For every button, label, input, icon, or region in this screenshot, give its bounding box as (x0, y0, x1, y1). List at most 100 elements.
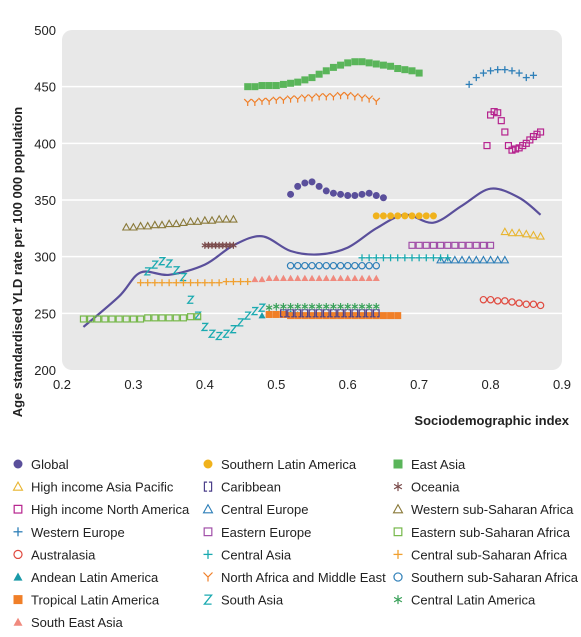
data-point (514, 228, 524, 237)
data-point (187, 279, 195, 287)
data-point (265, 304, 273, 312)
data-point (372, 97, 381, 105)
data-point (272, 82, 280, 90)
series-global (287, 178, 387, 202)
data-point (250, 98, 259, 107)
data-point (186, 313, 195, 321)
data-point (500, 255, 510, 264)
data-point (308, 261, 316, 270)
data-point (129, 315, 138, 323)
legend-marker (393, 527, 403, 537)
data-point (171, 219, 181, 228)
data-point (322, 92, 331, 101)
data-point (178, 218, 188, 227)
x-axis-title: Sociodemographic index (414, 413, 569, 428)
data-point (294, 312, 302, 320)
data-point (536, 128, 545, 136)
series-east-asia (244, 58, 423, 91)
data-point (337, 309, 344, 318)
data-point (358, 190, 366, 198)
data-point (308, 309, 316, 318)
data-point (279, 274, 287, 281)
data-point (486, 255, 496, 264)
legend-label: Eastern sub-Saharan Africa (411, 525, 571, 540)
data-point (294, 182, 302, 190)
trend-line (82, 187, 542, 328)
data-point (487, 67, 495, 75)
legend-marker (12, 480, 24, 491)
data-point (257, 303, 267, 312)
data-point (322, 274, 330, 281)
legend-label: South Asia (221, 593, 284, 608)
data-point (529, 71, 537, 79)
legend-marker (203, 549, 213, 559)
legend-item: Global (13, 457, 69, 472)
series-south-asia (143, 257, 267, 341)
data-point (508, 67, 516, 75)
data-point (472, 74, 480, 82)
data-point (365, 59, 373, 67)
data-point (493, 255, 503, 264)
data-point (86, 315, 95, 323)
legend-item: Central Asia (203, 547, 292, 562)
data-point (194, 279, 202, 287)
data-point (272, 310, 280, 318)
data-point (265, 97, 274, 105)
data-point (215, 279, 223, 287)
series-australasia (479, 295, 545, 310)
series-eastern-sub-saharan-africa (79, 313, 202, 323)
legend-item: Southern Latin America (203, 457, 357, 472)
data-point (379, 254, 387, 262)
data-point (358, 274, 366, 281)
data-point (329, 92, 338, 101)
data-point (465, 80, 473, 88)
series-high-income-north-america (483, 108, 545, 154)
data-point (501, 128, 509, 136)
data-point (401, 212, 409, 220)
data-point (244, 278, 252, 286)
data-point (372, 191, 380, 199)
data-point (243, 311, 252, 320)
data-point (336, 91, 345, 100)
x-tick-label: 0.3 (124, 377, 142, 392)
data-point (315, 70, 323, 78)
legend-item: Southern sub-Saharan Africa (393, 570, 579, 585)
data-point (308, 312, 316, 320)
data-point (294, 303, 302, 311)
data-point (315, 309, 323, 318)
data-point (344, 303, 352, 311)
data-point (358, 58, 366, 66)
data-point (501, 66, 509, 74)
data-point (280, 303, 287, 311)
data-point (172, 314, 180, 322)
data-point (144, 314, 152, 322)
data-point (172, 266, 181, 275)
series-southern-sub-saharan-africa (286, 261, 381, 270)
legend-marker (393, 595, 403, 605)
data-point (508, 298, 516, 306)
data-point (151, 279, 159, 287)
legend-item: Eastern Europe (203, 525, 311, 540)
data-point (243, 98, 252, 107)
data-point (79, 315, 88, 323)
data-point (372, 261, 381, 270)
data-point (150, 220, 160, 229)
data-point (308, 274, 316, 281)
x-tick-label: 0.9 (553, 377, 571, 392)
data-point (365, 261, 373, 270)
data-point (372, 309, 380, 318)
data-point (294, 78, 302, 86)
legend-marker (13, 572, 23, 581)
series-oceania (201, 241, 237, 249)
data-point (522, 74, 530, 82)
data-point (258, 82, 266, 90)
y-tick-labels: 200 250 300 350 400 450 500 (34, 23, 56, 378)
series-southern-latin-america (372, 212, 437, 220)
data-point (494, 66, 502, 74)
legend-label: High income North America (31, 502, 190, 517)
y-tick-label: 400 (34, 136, 56, 151)
series-south-east-asia (251, 274, 380, 283)
legend-label: Southern sub-Saharan Africa (411, 570, 579, 585)
data-point (222, 329, 231, 338)
